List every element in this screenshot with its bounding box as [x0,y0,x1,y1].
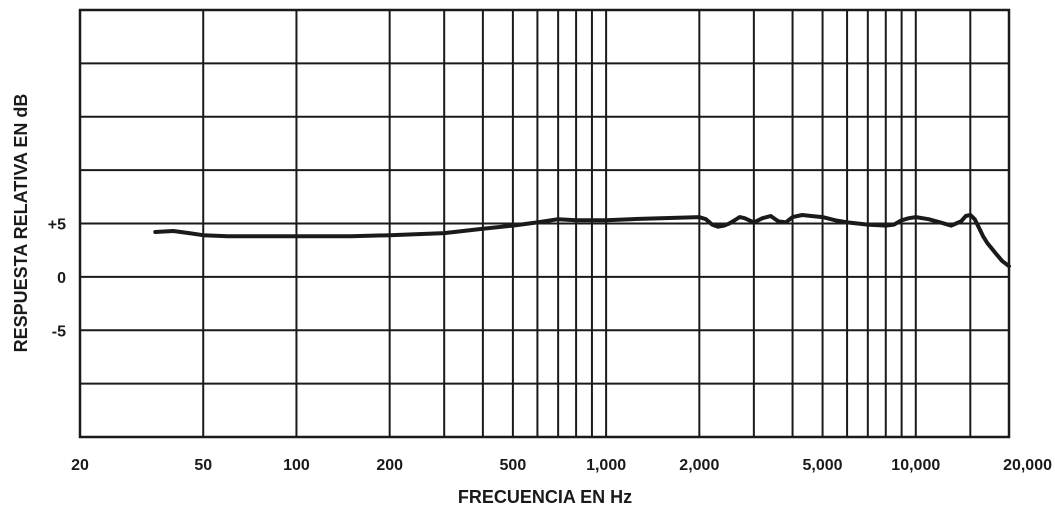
x-tick-labels: 20 50 100 200 500 1,000 2,000 5,000 10,000 20,000 [71,457,1052,474]
y-axis-title: RESPUESTA RELATIVA EN dB [11,94,31,353]
y-tick-label: 0 [57,270,66,287]
x-tick-label: 200 [376,457,403,474]
y-tick-label: +5 [48,217,66,234]
series-layer [153,213,1011,269]
x-tick-label: 20,000 [1003,457,1052,474]
y-tick-labels: +5 0 -5 [48,217,66,341]
response-curve [153,213,1011,269]
x-tick-label: 20 [71,457,89,474]
x-tick-label: 5,000 [803,457,843,474]
x-tick-label: 500 [500,457,527,474]
y-tick-label: -5 [52,323,66,340]
plot-border [78,8,1011,439]
x-axis-title: FRECUENCIA EN Hz [458,487,632,507]
x-tick-label: 50 [194,457,212,474]
x-tick-label: 10,000 [891,457,940,474]
x-tick-label: 100 [283,457,310,474]
x-tick-label: 1,000 [586,457,626,474]
x-tick-label: 2,000 [679,457,719,474]
